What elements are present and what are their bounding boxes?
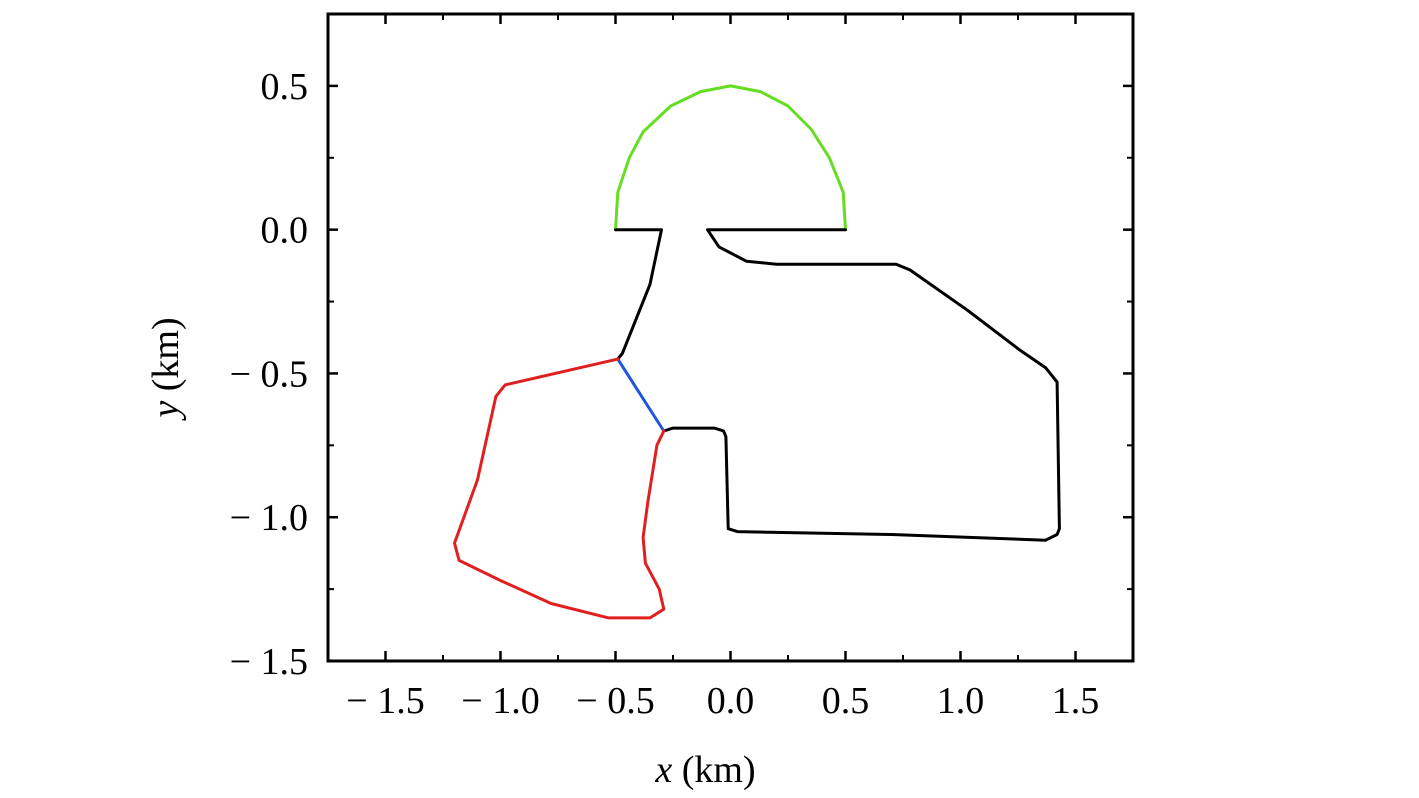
y-tick-label: − 1.0 — [230, 497, 308, 539]
series-line-5 — [453, 357, 666, 620]
y-axis-label-unit: (km) — [145, 317, 187, 400]
series-line-3 — [662, 228, 1061, 542]
y-tick-label: 0.5 — [261, 66, 309, 108]
x-tick-label: − 0.5 — [576, 680, 654, 722]
x-axis-label-var: x — [654, 749, 672, 791]
x-axis-label: x (km) — [654, 749, 755, 791]
plot-frame — [326, 12, 1135, 663]
y-tick-label: − 0.5 — [230, 353, 308, 395]
x-tick-label: 1.0 — [937, 680, 985, 722]
ticks-layer — [328, 14, 1133, 663]
series-line-1 — [614, 84, 847, 232]
y-tick-label: 0.0 — [261, 210, 309, 252]
y-tick-label: − 1.5 — [230, 641, 308, 683]
y-axis-label-var: y — [145, 401, 187, 422]
series-layer — [453, 84, 1061, 620]
x-tick-label: − 1.0 — [461, 680, 539, 722]
series-line-4 — [616, 357, 666, 433]
x-tick-label: 1.5 — [1052, 680, 1100, 722]
y-axis-label: y (km) — [145, 317, 187, 421]
labels-layer: − 1.5 − 1.0 − 0.5 0.0 0.5 1.0 1.5 0.5 0.0 − 0.5 − … — [230, 66, 1100, 722]
x-tick-label: 0.0 — [707, 680, 755, 722]
x-tick-label: − 1.5 — [346, 680, 424, 722]
series-line-2 — [614, 228, 663, 361]
x-axis-label-unit: (km) — [672, 749, 755, 791]
x-tick-label: 0.5 — [822, 680, 870, 722]
